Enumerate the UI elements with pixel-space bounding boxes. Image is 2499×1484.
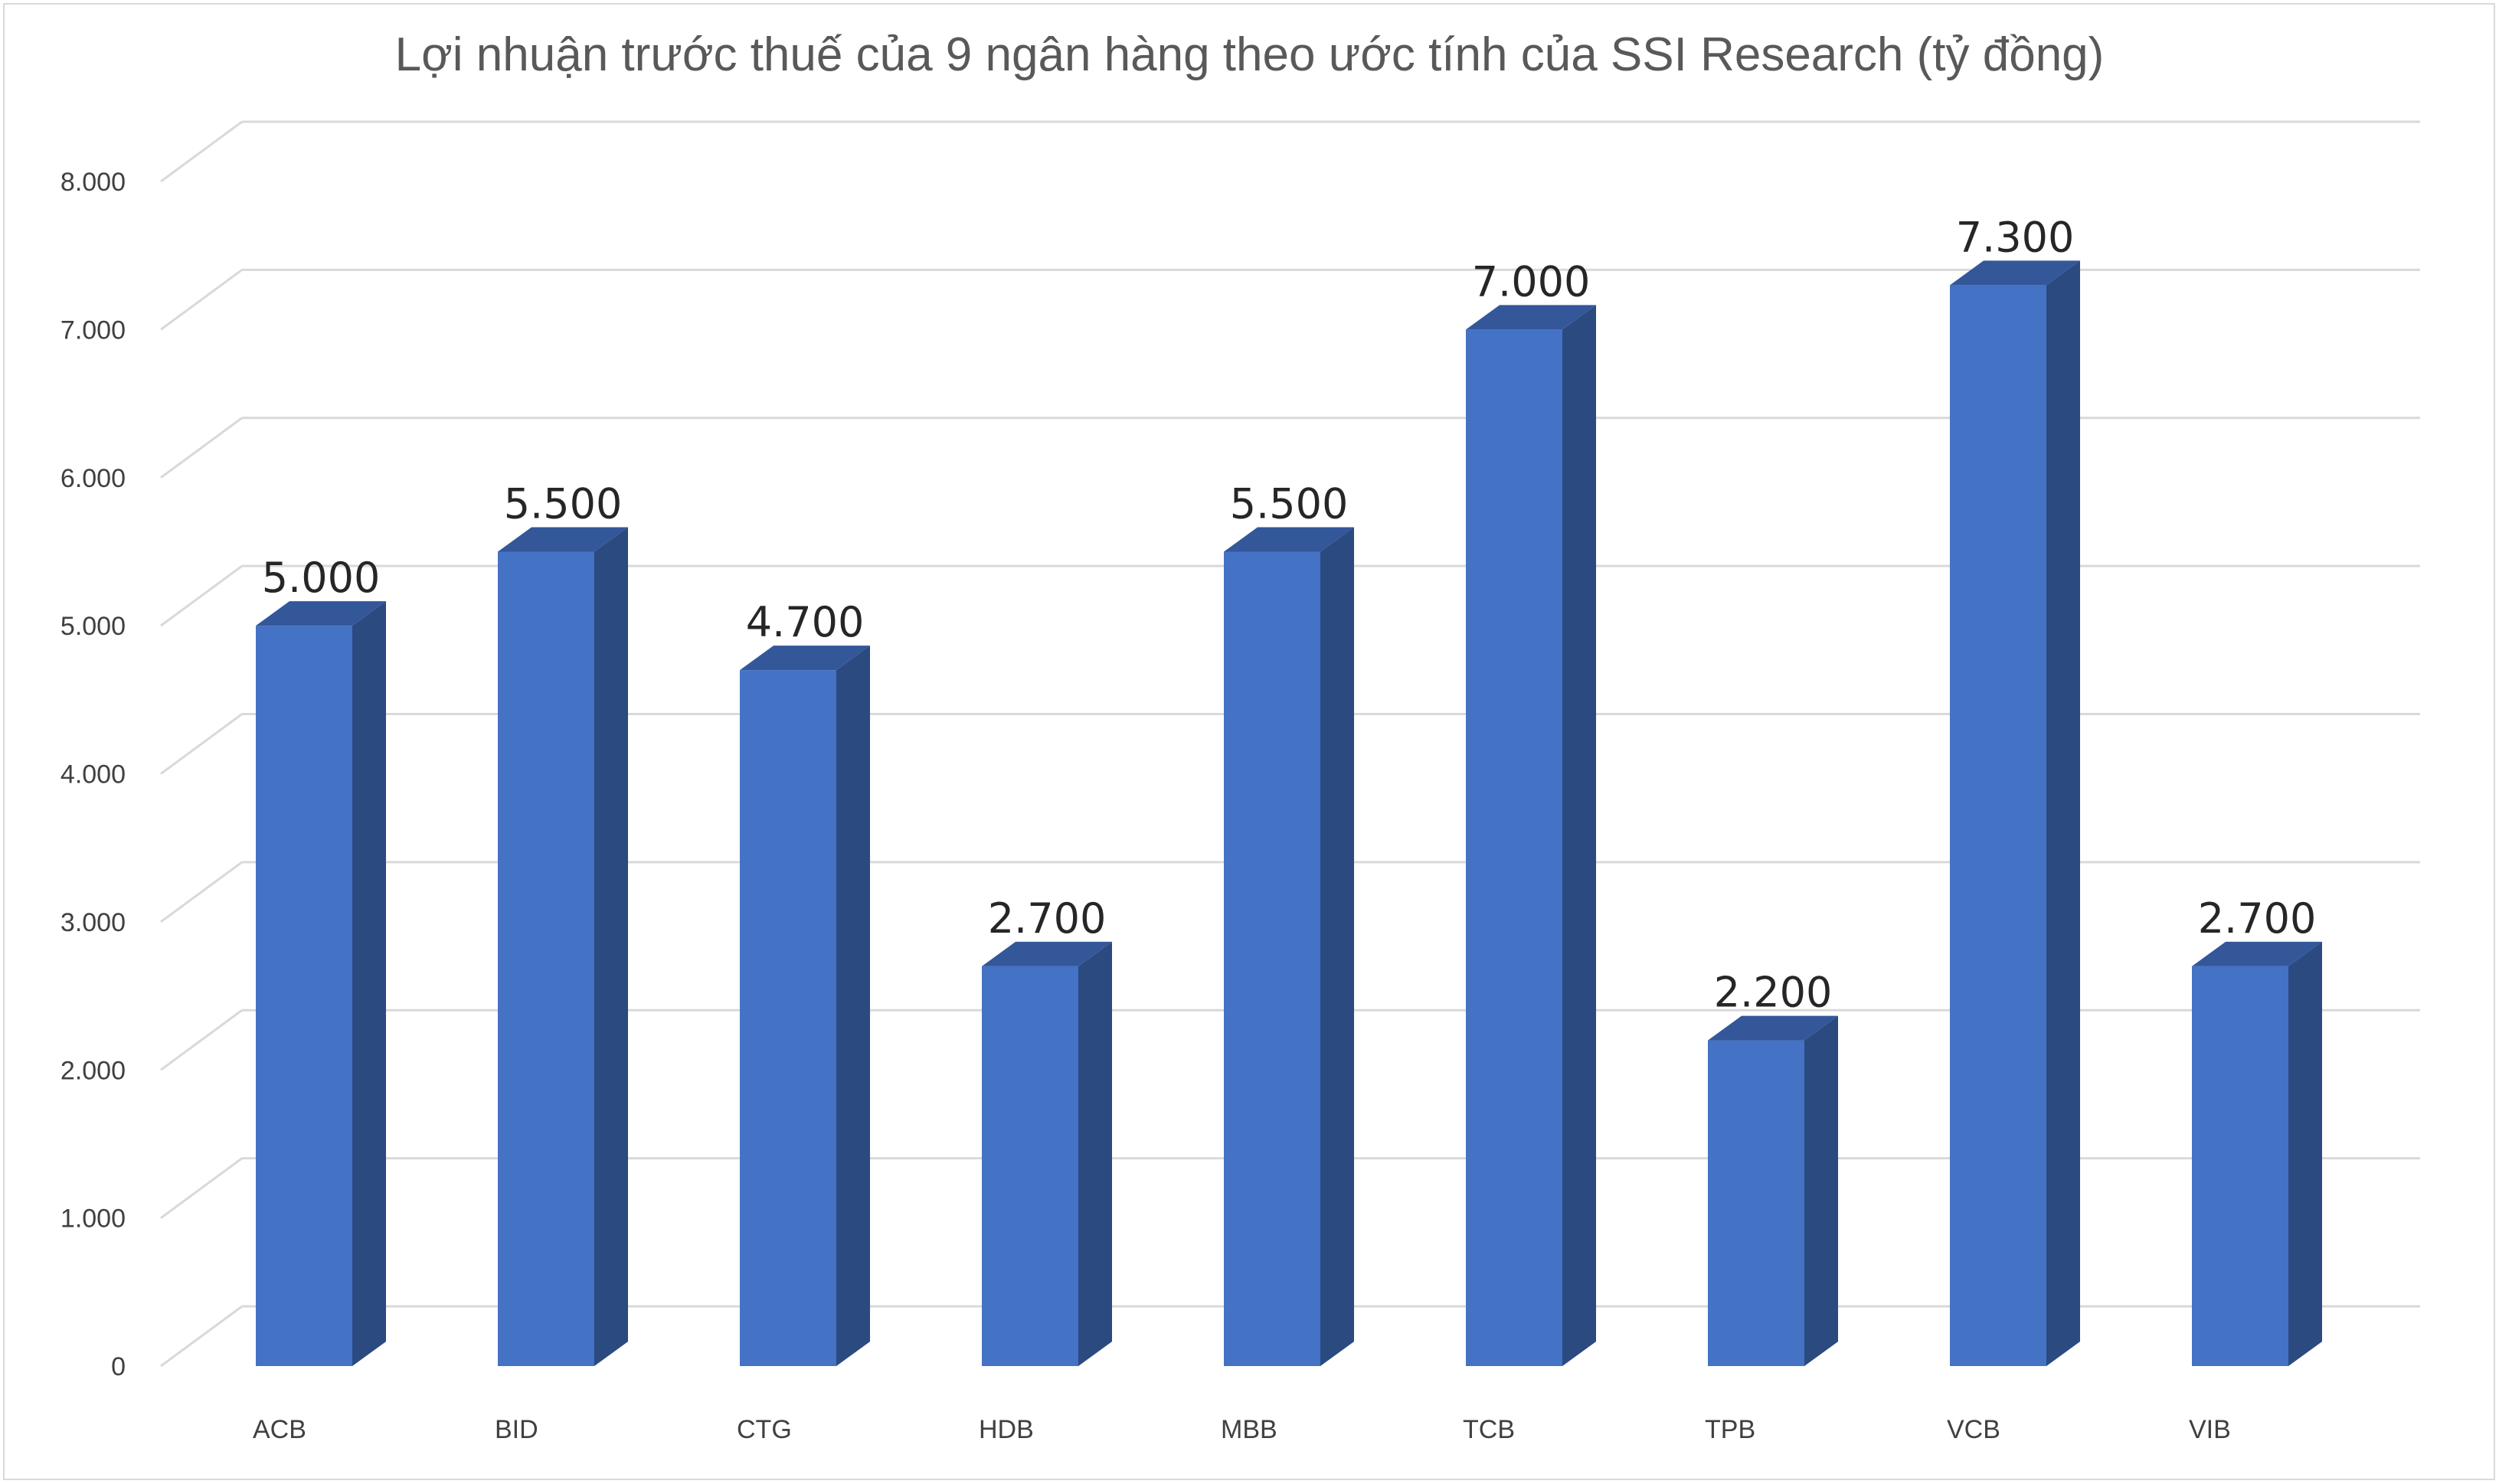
data-label: 2.700 <box>988 894 1107 943</box>
data-label: 7.300 <box>1956 213 2075 261</box>
y-tick-label: 4.000 <box>61 760 126 789</box>
data-label: 2.200 <box>1714 969 1833 1017</box>
y-tick-label: 1.000 <box>61 1205 126 1234</box>
y-tick-label: 2.000 <box>61 1056 126 1085</box>
x-tick-label: MBB <box>1221 1415 1277 1444</box>
x-tick-label: ACB <box>253 1415 306 1444</box>
bar <box>1466 329 1562 1366</box>
x-tick-label: TPB <box>1705 1415 1755 1444</box>
bar-top <box>1708 1015 1838 1041</box>
bar-side <box>836 646 870 1366</box>
gridline-diagonal <box>160 1305 243 1368</box>
bar-side <box>1320 527 1354 1366</box>
bar <box>740 670 836 1366</box>
gridline-diagonal <box>160 564 243 627</box>
x-tick-label: VCB <box>1947 1415 2000 1444</box>
gridline-diagonal <box>160 1009 243 1071</box>
data-label: 7.000 <box>1472 257 1591 306</box>
bar-side <box>1078 941 1112 1366</box>
bar-side <box>352 601 386 1366</box>
bar-top <box>740 646 870 671</box>
bar-top <box>982 941 1112 966</box>
bar-top <box>1466 305 1596 330</box>
x-tick-label: VIB <box>2189 1415 2231 1444</box>
y-tick-label: 5.000 <box>61 612 126 641</box>
x-tick-label: CTG <box>737 1415 792 1444</box>
gridline-diagonal <box>160 269 243 331</box>
bar <box>1950 285 2046 1366</box>
y-tick-label: 3.000 <box>61 908 126 937</box>
data-label: 5.500 <box>504 479 623 528</box>
gridline-diagonal <box>160 417 243 479</box>
bar-top <box>1224 527 1354 552</box>
bar <box>1224 551 1320 1366</box>
y-tick-label: 8.000 <box>61 168 126 197</box>
y-tick-label: 7.000 <box>61 315 126 345</box>
data-label: 4.700 <box>746 598 865 646</box>
data-label: 5.000 <box>262 554 381 602</box>
y-tick-label: 6.000 <box>61 464 126 493</box>
gridline-diagonal <box>160 861 243 923</box>
bar-top <box>498 527 628 552</box>
x-tick-label: BID <box>495 1415 538 1444</box>
bar-side <box>594 527 628 1366</box>
bar <box>2192 966 2288 1366</box>
gridline-diagonal <box>160 1157 243 1219</box>
bar-side <box>2046 260 2080 1366</box>
bar-side <box>2288 941 2322 1366</box>
data-label: 2.700 <box>2198 894 2317 943</box>
y-tick-label: 0 <box>111 1352 126 1381</box>
x-tick-label: HDB <box>979 1415 1034 1444</box>
bar-top <box>2192 941 2322 966</box>
gridline-diagonal <box>160 713 243 775</box>
bar <box>982 966 1078 1366</box>
bar-side <box>1804 1015 1838 1366</box>
bar-top <box>1950 260 2080 286</box>
bar-side <box>1562 305 1596 1366</box>
bar <box>1708 1040 1804 1366</box>
bar <box>498 551 594 1366</box>
bar <box>256 626 352 1366</box>
data-label: 5.500 <box>1230 479 1349 528</box>
chart-title: Lợi nhuận trước thuế của 9 ngân hàng the… <box>394 28 2105 81</box>
bar-top <box>256 601 386 626</box>
gridline-diagonal <box>160 120 243 183</box>
x-tick-label: TCB <box>1463 1415 1515 1444</box>
